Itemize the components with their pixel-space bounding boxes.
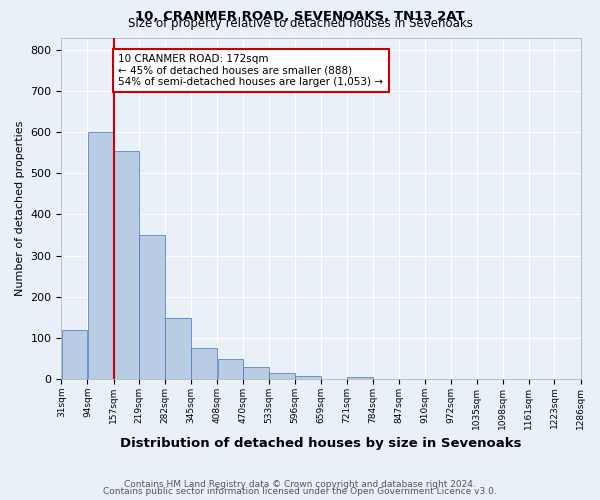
Text: 10 CRANMER ROAD: 172sqm
← 45% of detached houses are smaller (888)
54% of semi-d: 10 CRANMER ROAD: 172sqm ← 45% of detache…	[118, 54, 383, 87]
Text: 10, CRANMER ROAD, SEVENOAKS, TN13 2AT: 10, CRANMER ROAD, SEVENOAKS, TN13 2AT	[135, 10, 465, 23]
X-axis label: Distribution of detached houses by size in Sevenoaks: Distribution of detached houses by size …	[120, 437, 522, 450]
Bar	[114, 150, 139, 379]
Bar	[191, 348, 217, 379]
Bar	[62, 330, 87, 379]
Bar	[139, 235, 165, 379]
Text: Contains HM Land Registry data © Crown copyright and database right 2024.: Contains HM Land Registry data © Crown c…	[124, 480, 476, 489]
Y-axis label: Number of detached properties: Number of detached properties	[15, 120, 25, 296]
Bar	[243, 368, 269, 379]
Text: Size of property relative to detached houses in Sevenoaks: Size of property relative to detached ho…	[128, 18, 472, 30]
Text: Contains public sector information licensed under the Open Government Licence v3: Contains public sector information licen…	[103, 487, 497, 496]
Bar	[88, 132, 113, 379]
Bar	[347, 377, 373, 379]
Bar	[218, 359, 243, 379]
Bar	[166, 318, 191, 379]
Bar	[295, 376, 321, 379]
Bar	[269, 372, 295, 379]
